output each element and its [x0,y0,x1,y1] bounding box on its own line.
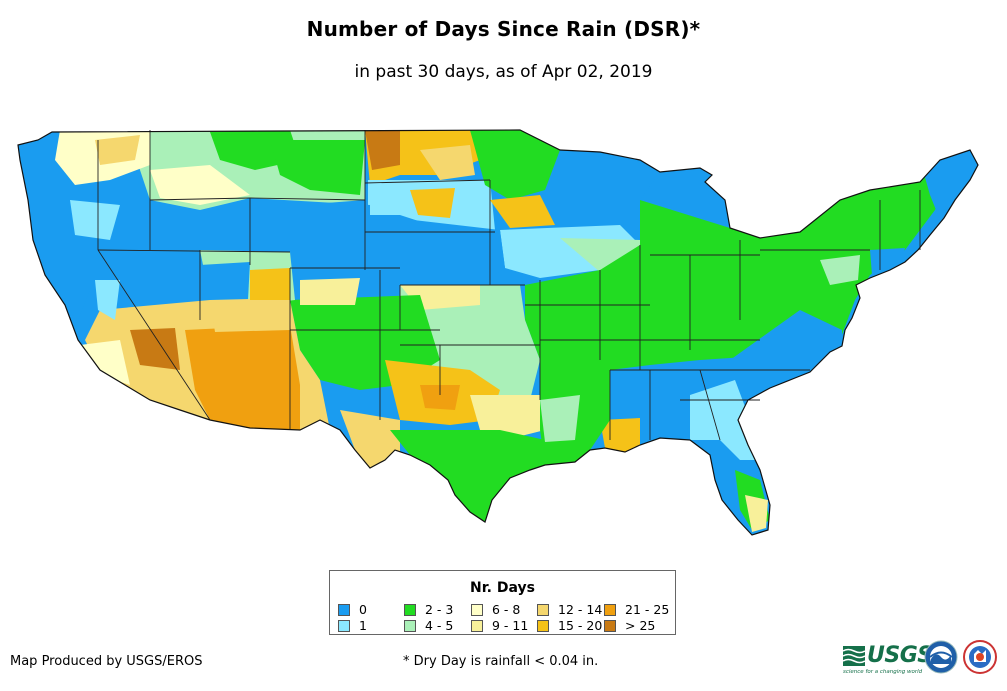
legend-item-3: 4 - 5 [404,618,453,633]
legend-item-0: 0 [338,602,367,617]
credit-text: Map Produced by USGS/EROS [10,654,203,669]
legend-item-1: 1 [338,618,367,633]
legend-swatch [604,603,616,616]
legend-swatch [338,619,350,632]
legend-item-8: 21 - 25 [604,602,669,617]
nws-seal-icon [963,640,997,674]
legend-item-5: 9 - 11 [471,618,528,633]
legend-item-7: 15 - 20 [537,618,602,633]
map-title: Number of Days Since Rain (DSR)* [306,17,701,41]
legend-swatch [471,619,483,632]
legend-item-4: 6 - 8 [471,602,520,617]
legend-swatch [471,603,483,616]
legend-swatch [604,619,616,632]
legend-swatch [404,619,416,632]
legend-swatch [338,603,350,616]
noaa-seal-icon [924,640,958,674]
legend-item-6: 12 - 14 [537,602,602,617]
map-subtitle: in past 30 days, as of Apr 02, 2019 [354,62,653,82]
state-borders [97,130,921,441]
legend-swatch [404,603,416,616]
usgs-logo: USGS science for a changing world [843,643,933,675]
legend-item-9: > 25 [604,618,655,633]
usgs-wave-icon [843,645,865,666]
us-dsr-map [17,129,979,536]
legend: Nr. Days 0 1 2 - 3 4 - 5 6 - 8 9 - 11 12… [329,570,676,635]
legend-swatch [537,619,549,632]
legend-title: Nr. Days [470,580,535,596]
legend-swatch [537,603,549,616]
legend-item-2: 2 - 3 [404,602,453,617]
dry-day-note: * Dry Day is rainfall < 0.04 in. [403,654,599,669]
